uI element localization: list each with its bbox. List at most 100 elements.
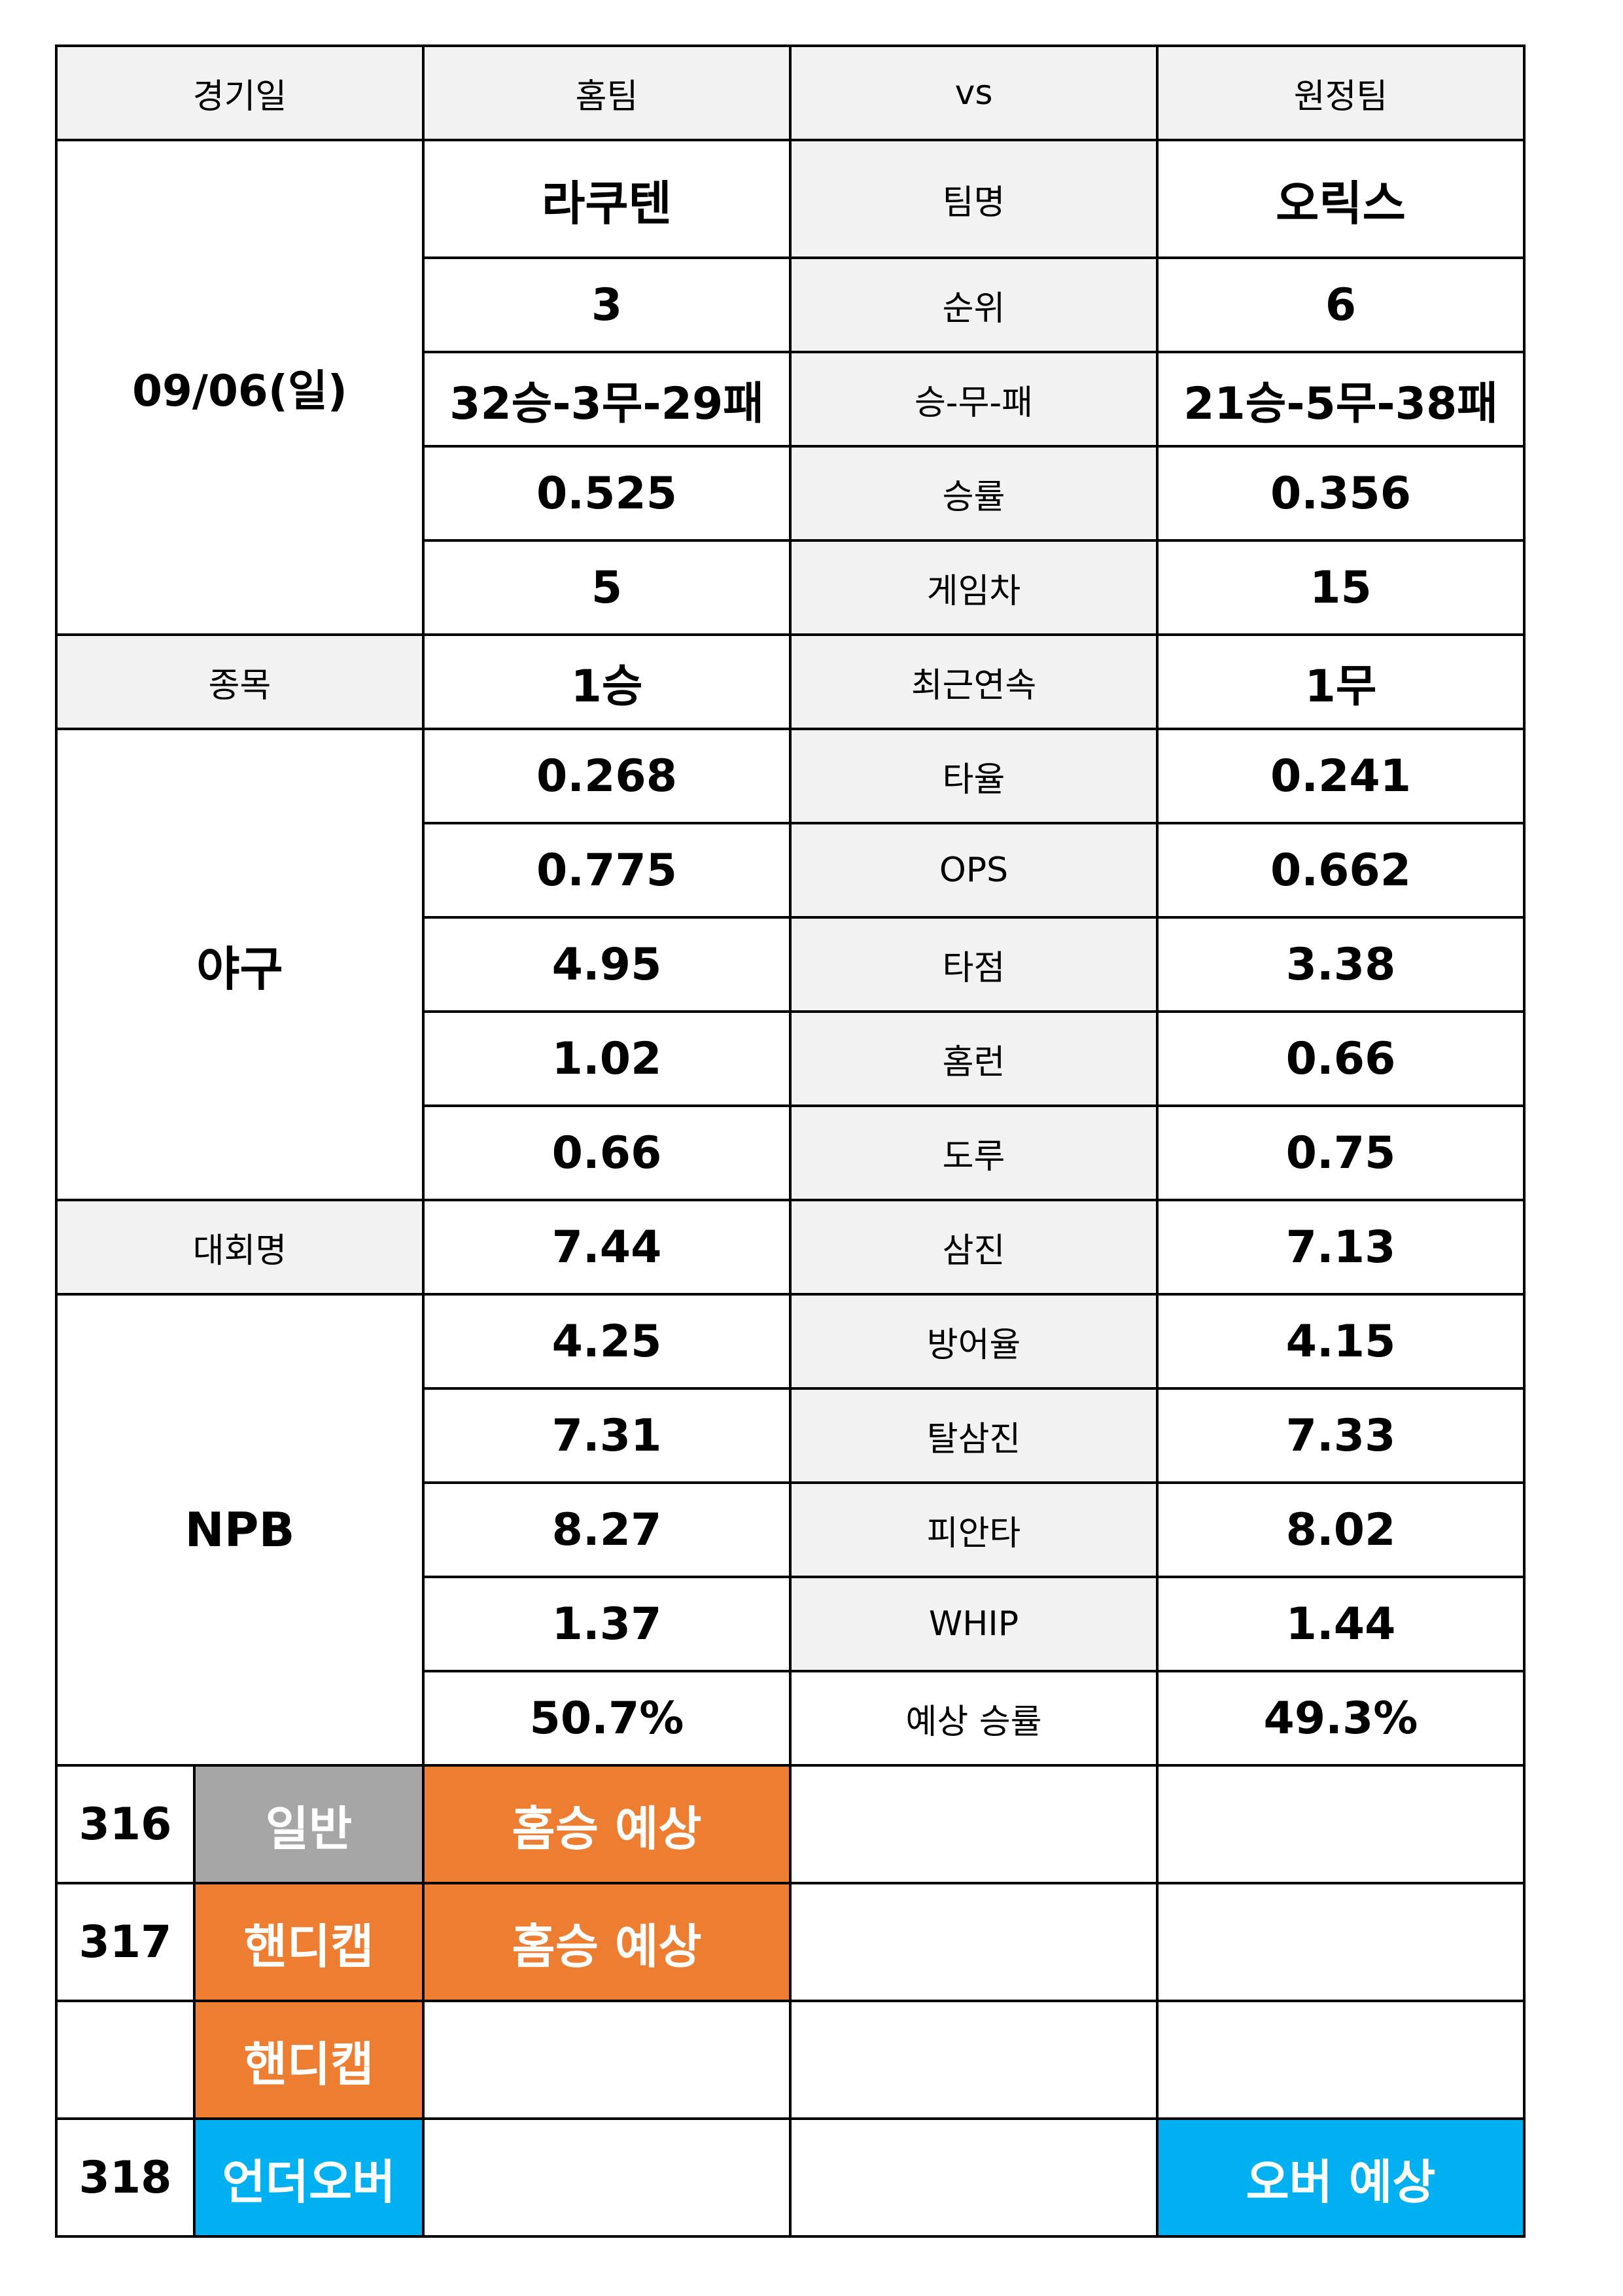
home-value: 50.7%: [422, 1670, 792, 1767]
home-value: 32승-3무-29패: [422, 351, 792, 448]
pick-row: 318 언더오버 오버 예상: [55, 2117, 1526, 2238]
stat-row: 종목 1승 최근연속 1무: [55, 633, 1526, 730]
home-value: 1.37: [422, 1576, 792, 1672]
away-value: 0.662: [1156, 822, 1526, 919]
header-row: 경기일 홈팀 vs 원정팀: [55, 44, 1526, 141]
stat-label: OPS: [789, 822, 1159, 919]
stat-row: 0.525 승률 0.356: [56, 445, 1526, 542]
home-value: 0.66: [422, 1104, 792, 1201]
stat-row: 야구 0.268 타율 0.241: [55, 728, 1526, 1201]
away-value: 7.13: [1156, 1199, 1526, 1296]
home-value: 4.95: [422, 916, 792, 1013]
home-value: 8.27: [422, 1481, 792, 1578]
stat-row: 50.7% 예상 승률 49.3%: [56, 1670, 1526, 1767]
away-value: 0.241: [1156, 728, 1526, 824]
away-pick: [1156, 2000, 1526, 2120]
pick-row: 316 일반 홈승 예상: [55, 1764, 1526, 1884]
home-value: 0.268: [422, 728, 792, 824]
away-value: 15: [1156, 539, 1526, 636]
stat-row: 32승-3무-29패 승-무-패 21승-5무-38패: [56, 351, 1526, 448]
home-value: 7.44: [422, 1199, 792, 1296]
game-number: 316: [55, 1764, 196, 1884]
home-value: 3: [422, 256, 792, 353]
pick-row: 317 핸디캡 홈승 예상: [55, 1882, 1526, 2002]
away-value: 6: [1156, 256, 1526, 353]
stat-row: 8.27 피안타 8.02: [56, 1481, 1526, 1578]
game-number: 317: [55, 1882, 196, 2002]
away-value: 3.38: [1156, 916, 1526, 1013]
away-value: 49.3%: [1156, 1670, 1526, 1767]
home-value: 5: [422, 539, 792, 636]
stat-row: 7.31 탈삼진 7.33: [56, 1387, 1526, 1484]
stat-label: 타율: [789, 728, 1159, 824]
sport-label: 종목: [55, 633, 425, 730]
league-label: 대회명: [55, 1199, 425, 1296]
home-value: 1.02: [422, 1010, 792, 1107]
home-pick: 홈승 예상: [422, 1882, 792, 2002]
stat-label: 방어율: [789, 1293, 1159, 1390]
stat-label: 탈삼진: [789, 1387, 1159, 1484]
header-away: 원정팀: [1156, 44, 1526, 141]
stat-label: 홈런: [789, 1010, 1159, 1107]
away-pick: [1156, 1882, 1526, 2002]
home-pick: [422, 2000, 792, 2120]
stat-label: 삼진: [789, 1199, 1159, 1296]
stat-label: 승률: [789, 445, 1159, 542]
stat-label: 승-무-패: [789, 351, 1159, 448]
match-date: 09/06(일): [55, 139, 425, 636]
home-value: 0.775: [422, 822, 792, 919]
away-pick: [1156, 1764, 1526, 1884]
stat-row: 4.95 타점 3.38: [56, 916, 1526, 1013]
away-value: 1무: [1156, 633, 1526, 730]
stat-row: 3 순위 6: [56, 256, 1526, 353]
stat-row: NPB 4.25 방어율 4.15: [55, 1293, 1526, 1767]
home-pick: 홈승 예상: [422, 1764, 792, 1884]
bet-type-badge: 핸디캡: [193, 2000, 425, 2120]
stat-row-team: 09/06(일) 라쿠텐 팀명 오릭스: [55, 139, 1526, 636]
mid-pick: [789, 1882, 1159, 2002]
game-number: [55, 2000, 196, 2120]
stat-label: 순위: [789, 256, 1159, 353]
away-value: 4.15: [1156, 1293, 1526, 1390]
away-team-name: 오릭스: [1156, 139, 1526, 259]
stat-label: 도루: [789, 1104, 1159, 1201]
stat-label: 예상 승률: [789, 1670, 1159, 1767]
away-value: 0.356: [1156, 445, 1526, 542]
away-value: 1.44: [1156, 1576, 1526, 1672]
stat-row: 1.02 홈런 0.66: [56, 1010, 1526, 1107]
header-date: 경기일: [55, 44, 425, 141]
home-pick: [422, 2117, 792, 2238]
stat-label: 타점: [789, 916, 1159, 1013]
sport-value: 야구: [55, 728, 425, 1201]
stat-row: 대회명 7.44 삼진 7.13: [55, 1199, 1526, 1296]
mid-pick: [789, 2000, 1159, 2120]
home-value: 1승: [422, 633, 792, 730]
home-value: 0.525: [422, 445, 792, 542]
mid-pick: [789, 2117, 1159, 2238]
stat-label: 팀명: [789, 139, 1159, 259]
home-value: 4.25: [422, 1293, 792, 1390]
match-analysis-table: 경기일 홈팀 vs 원정팀 09/06(일) 라쿠텐 팀명 오릭스 3 순위 6…: [55, 44, 1526, 2238]
stat-label: 게임차: [789, 539, 1159, 636]
bet-type-badge: 핸디캡: [193, 1882, 425, 2002]
stat-row: 0.66 도루 0.75: [56, 1104, 1526, 1201]
league-value: NPB: [55, 1293, 425, 1767]
stat-row: 1.37 WHIP 1.44: [56, 1576, 1526, 1672]
home-team-name: 라쿠텐: [422, 139, 792, 259]
mid-pick: [789, 1764, 1159, 1884]
stat-row: 0.775 OPS 0.662: [56, 822, 1526, 919]
stat-label: WHIP: [789, 1576, 1159, 1672]
home-value: 7.31: [422, 1387, 792, 1484]
bet-type-badge: 언더오버: [193, 2117, 425, 2238]
header-home: 홈팀: [422, 44, 792, 141]
away-value: 0.75: [1156, 1104, 1526, 1201]
stat-row: 5 게임차 15: [56, 539, 1526, 636]
game-number: 318: [55, 2117, 196, 2238]
bet-type-badge: 일반: [193, 1764, 425, 1884]
stat-label: 최근연속: [789, 633, 1159, 730]
pick-row: 핸디캡: [55, 2000, 1526, 2120]
header-vs: vs: [789, 44, 1159, 141]
away-value: 7.33: [1156, 1387, 1526, 1484]
away-value: 0.66: [1156, 1010, 1526, 1107]
away-pick: 오버 예상: [1156, 2117, 1526, 2238]
